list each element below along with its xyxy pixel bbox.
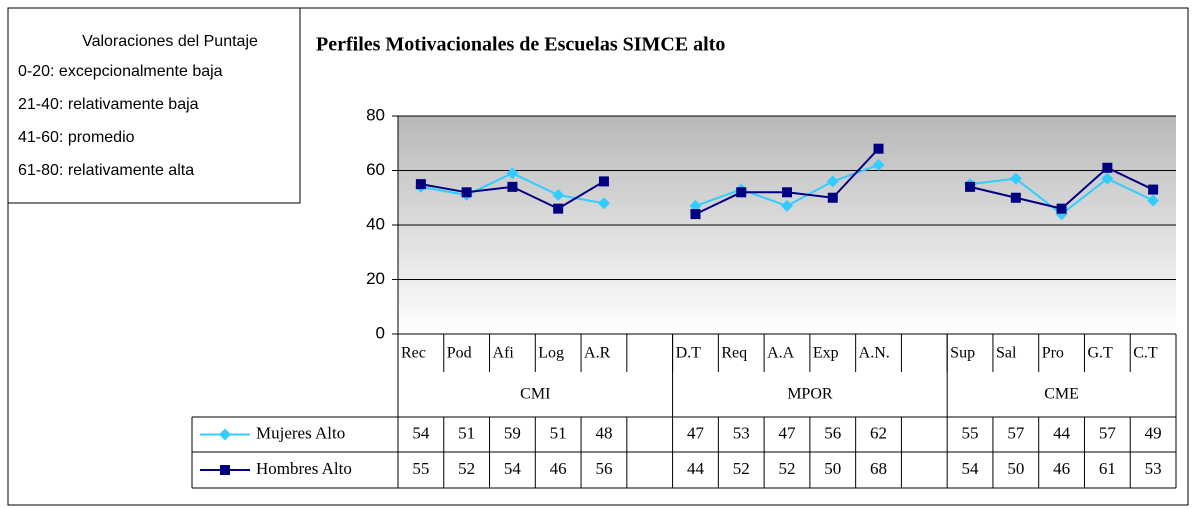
table-value: 44: [1053, 423, 1071, 442]
table-value: 51: [458, 423, 475, 442]
y-tick-label: 80: [366, 105, 385, 124]
table-value: 52: [733, 459, 750, 478]
marker: [552, 189, 565, 202]
marker: [506, 167, 519, 180]
table-value: 55: [962, 423, 979, 442]
x-tick-label: A.A: [767, 345, 795, 362]
marker: [1101, 172, 1114, 185]
marker: [781, 199, 793, 212]
table-value: 44: [687, 459, 705, 478]
marker: [461, 187, 472, 198]
marker: [826, 175, 839, 188]
table-value: 56: [595, 459, 612, 478]
marker: [965, 181, 976, 192]
table-value: 49: [1145, 423, 1162, 442]
table-value: 51: [550, 423, 567, 442]
table-value: 61: [1099, 459, 1116, 478]
table-value: 68: [870, 459, 887, 478]
table-value: 53: [733, 423, 750, 442]
table-value: 47: [779, 423, 797, 442]
marker: [690, 209, 701, 220]
table-value: 52: [779, 459, 796, 478]
table-value: 46: [550, 459, 567, 478]
marker: [1148, 184, 1159, 195]
table-value: 50: [824, 459, 841, 478]
table-value: 62: [870, 423, 887, 442]
chart-title: Perfiles Motivacionales de Escuelas SIMC…: [316, 34, 725, 56]
marker: [597, 197, 610, 210]
legend-label: Hombres Alto: [256, 459, 352, 478]
marker: [1102, 162, 1113, 173]
marker: [872, 159, 885, 172]
y-tick-label: 40: [366, 214, 385, 233]
y-tick-label: 60: [366, 160, 385, 179]
table-value: 53: [1145, 459, 1162, 478]
x-tick-label: G.T: [1087, 345, 1113, 362]
x-tick-label: A.R: [584, 345, 611, 362]
table-value: 56: [824, 423, 841, 442]
x-tick-label: Rec: [401, 345, 426, 362]
marker: [873, 143, 884, 154]
group-label: CMI: [520, 386, 550, 403]
table-value: 57: [1099, 423, 1117, 442]
table-value: 59: [504, 423, 521, 442]
table-value: 54: [412, 423, 430, 442]
marker: [827, 192, 838, 203]
x-tick-label: Sal: [996, 345, 1017, 362]
table-value: 46: [1053, 459, 1070, 478]
marker: [1147, 194, 1160, 207]
table-value: 52: [458, 459, 475, 478]
marker: [598, 176, 609, 187]
chart-frame: [7, 7, 1189, 506]
table-value: 47: [687, 423, 705, 442]
legend-box-line: 41-60: promedio: [18, 129, 135, 146]
x-tick-label: Exp: [813, 345, 839, 362]
legend-key-marker: [220, 465, 230, 475]
marker: [689, 199, 702, 212]
legend-box-line: 61-80: relativamente alta: [18, 162, 194, 179]
marker: [736, 187, 747, 198]
marker: [1010, 192, 1021, 203]
marker: [782, 187, 792, 198]
legend-box-line: 21-40: relativamente baja: [18, 96, 199, 113]
group-label: MPOR: [787, 386, 833, 403]
marker: [1056, 203, 1067, 214]
legend-box: [7, 7, 301, 204]
x-tick-label: Log: [538, 345, 564, 362]
x-tick-label: Req: [721, 345, 747, 362]
table-value: 54: [504, 459, 522, 478]
x-tick-label: A.N.: [859, 345, 890, 362]
legend-box-title: Valoraciones del Puntaje: [82, 33, 258, 50]
legend-key-marker: [219, 428, 231, 441]
marker: [507, 181, 518, 192]
legend-box-line: 0-20: excepcionalmente baja: [18, 63, 223, 80]
x-tick-label: Pod: [447, 345, 472, 362]
x-tick-label: Sup: [950, 345, 975, 362]
marker: [415, 179, 426, 190]
table-value: 57: [1007, 423, 1025, 442]
x-tick-label: Afi: [493, 345, 515, 362]
y-tick-label: 20: [366, 269, 385, 288]
x-tick-label: D.T: [676, 345, 702, 362]
x-tick-label: C.T: [1133, 345, 1158, 362]
y-tick-label: 0: [376, 323, 385, 342]
marker: [1009, 172, 1022, 185]
marker: [553, 203, 564, 214]
legend-label: Mujeres Alto: [256, 423, 345, 442]
table-value: 55: [412, 459, 429, 478]
x-tick-label: Pro: [1042, 345, 1064, 362]
group-label: CME: [1044, 386, 1079, 403]
table-value: 54: [962, 459, 980, 478]
table-value: 50: [1007, 459, 1024, 478]
table-value: 48: [595, 423, 612, 442]
